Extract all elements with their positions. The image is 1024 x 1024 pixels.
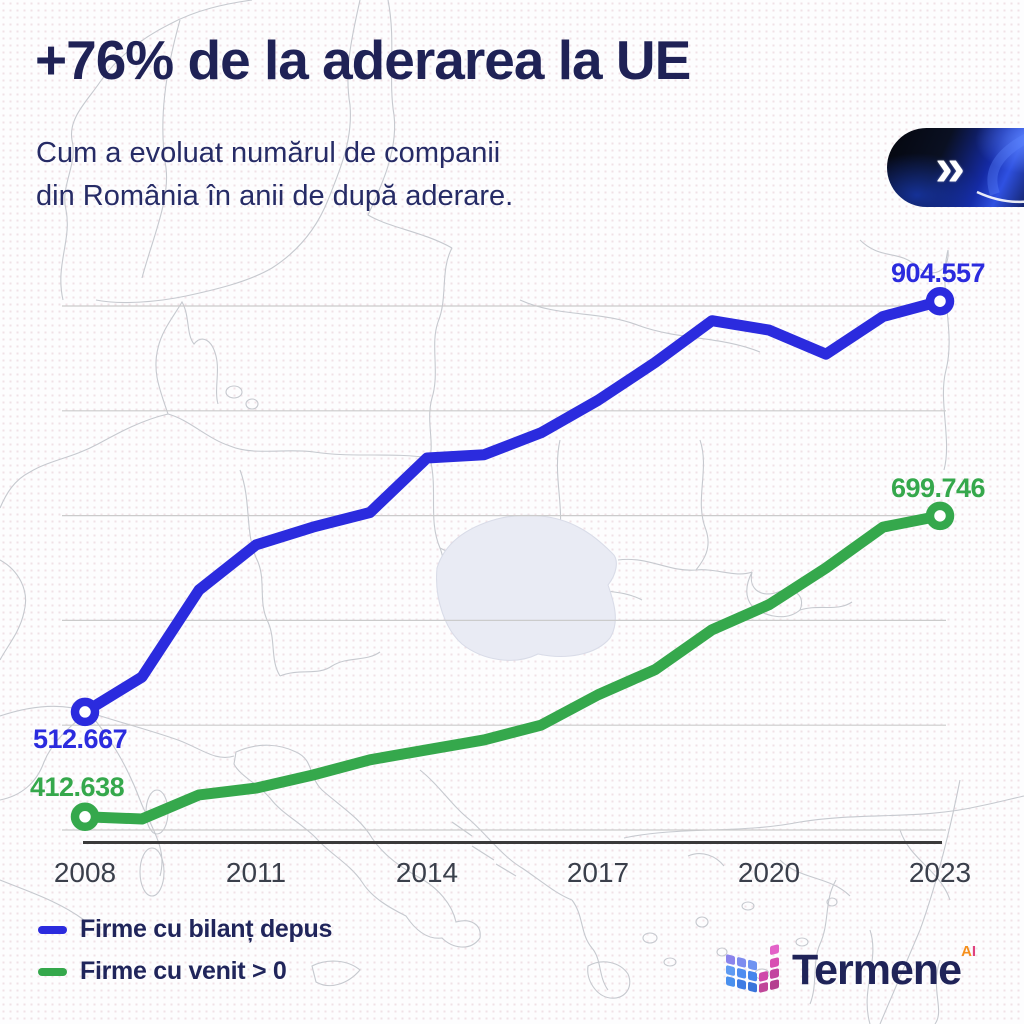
chart-legend: Firme cu bilanț depus Firme cu venit > 0 xyxy=(38,915,332,986)
svg-text:2023: 2023 xyxy=(909,857,971,888)
svg-text:2020: 2020 xyxy=(738,857,800,888)
value-label-blue-2023: 904.557 xyxy=(890,258,986,288)
svg-text:2008: 2008 xyxy=(54,857,116,888)
legend-dash-blue-icon xyxy=(38,925,67,934)
page-subtitle: Cum a evoluat numărul de companii din Ro… xyxy=(36,132,676,218)
subtitle-line-2: din România în anii de după aderare. xyxy=(36,179,514,212)
badge-swirl-decoration xyxy=(976,133,1024,204)
svg-text:2011: 2011 xyxy=(226,857,286,888)
brand-badge[interactable]: » xyxy=(887,128,1024,207)
legend-item-bilant: Firme cu bilanț depus xyxy=(38,915,332,944)
svg-text:2014: 2014 xyxy=(396,857,458,888)
subtitle-line-1: Cum a evoluat numărul de companii xyxy=(36,137,501,169)
legend-dash-green-icon xyxy=(38,967,67,976)
double-chevron-right-icon: » xyxy=(935,137,966,197)
svg-text:2017: 2017 xyxy=(567,857,629,888)
termene-wordmark: Termene xyxy=(792,946,962,994)
legend-label-venit: Firme cu venit > 0 xyxy=(80,957,287,985)
legend-label-bilant: Firme cu bilanț depus xyxy=(80,915,333,943)
value-label-green-2008: 412.638 xyxy=(30,772,125,802)
termene-logo: Termene AI xyxy=(722,941,976,1001)
termene-ai-superscript: AI xyxy=(961,943,977,960)
legend-item-venit: Firme cu venit > 0 xyxy=(38,957,332,986)
termene-cube-icon xyxy=(726,944,779,993)
value-label-green-2023: 699.746 xyxy=(890,473,986,503)
value-label-blue-2008: 512.667 xyxy=(33,724,128,754)
page-title: +76% de la aderarea la UE xyxy=(35,29,691,91)
